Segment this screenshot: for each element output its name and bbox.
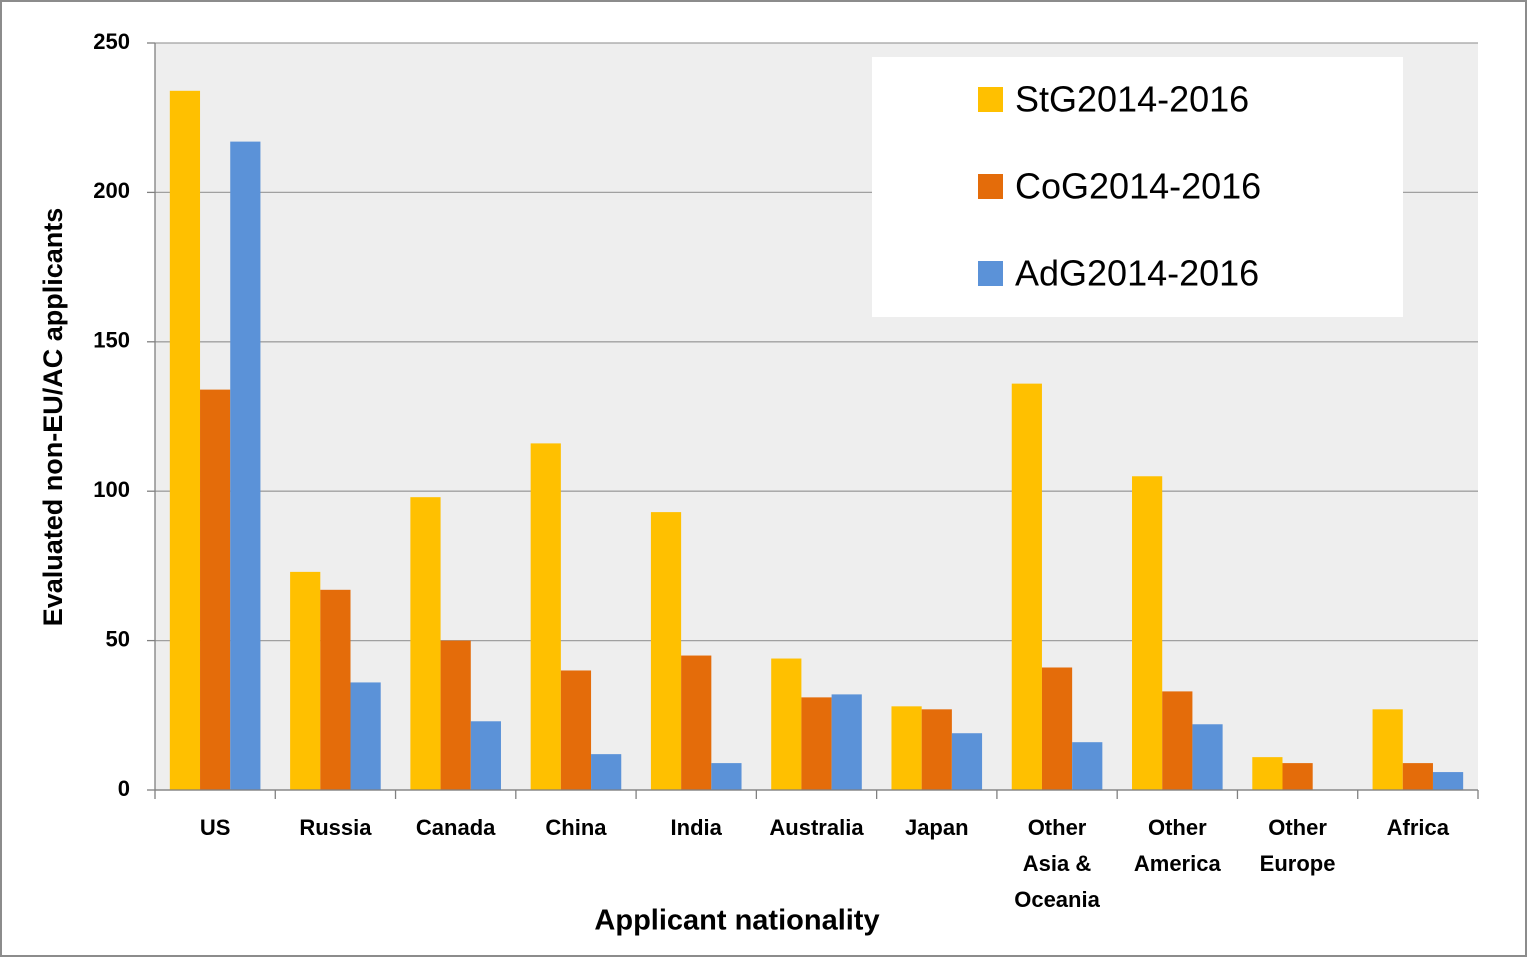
x-tick-label-box: Other Europe [1259, 815, 1336, 876]
x-axis-title: Applicant nationality [594, 905, 879, 937]
x-tick-label: Japan [904, 815, 969, 840]
legend-label: CoG2014-2016 [1015, 166, 1261, 207]
bar [169, 90, 201, 791]
bar [230, 141, 261, 790]
x-tick-label: Australia [769, 815, 864, 840]
x-tick-label-box: Japan [904, 815, 969, 840]
bar [1372, 709, 1403, 790]
bar [350, 682, 381, 790]
x-tick-label-box: Russia [299, 815, 372, 840]
x-tick-label: Other Europe [1259, 815, 1336, 876]
bar [1402, 763, 1433, 790]
y-tick-label: 0 [118, 776, 130, 801]
bar [650, 512, 682, 790]
y-tick-label: 250 [93, 29, 130, 54]
bar [200, 389, 231, 790]
bar [290, 571, 321, 790]
bar [771, 658, 802, 790]
x-tick-label: Africa [1386, 815, 1450, 840]
legend-label: StG2014-2016 [1015, 79, 1249, 120]
x-tick-label: Canada [415, 815, 496, 840]
bar [560, 670, 592, 790]
x-tick-label: Other America [1133, 815, 1221, 876]
bar [831, 694, 862, 790]
x-tick-label: Other Asia & Oceania [1014, 815, 1100, 912]
x-tick-label-box: Australia [769, 815, 864, 840]
legend-swatch [978, 174, 1003, 199]
x-tick-label-box: Africa [1386, 815, 1450, 840]
y-tick-label: 200 [93, 178, 130, 203]
bar [320, 589, 351, 790]
bar [951, 733, 983, 790]
x-tick-label-box: Other Asia & Oceania [1014, 815, 1100, 912]
legend-label: AdG2014-2016 [1015, 253, 1259, 294]
bar [711, 763, 742, 790]
bar [1432, 772, 1464, 790]
bar [1192, 724, 1223, 790]
bar [591, 754, 622, 790]
bar [440, 640, 471, 790]
y-tick-label: 100 [93, 477, 130, 502]
x-tick-label-box: China [545, 815, 607, 840]
legend-swatch [978, 87, 1003, 112]
bar [1132, 476, 1163, 790]
bar [530, 443, 561, 790]
bar [1162, 691, 1193, 790]
x-tick-label-box: India [670, 815, 722, 840]
bar [1282, 763, 1313, 790]
x-tick-label-box: US [199, 815, 231, 840]
y-tick-label: 150 [93, 328, 130, 353]
bar [681, 655, 712, 790]
x-tick-label: Russia [299, 815, 372, 840]
bar [1252, 757, 1283, 790]
x-tick-label: China [545, 815, 607, 840]
y-axis-title: Evaluated non-EU/AC applicants [38, 208, 68, 627]
bar [891, 706, 922, 790]
x-tick-label: US [199, 815, 231, 840]
bar [1072, 742, 1103, 790]
bar [1011, 383, 1042, 790]
bar [801, 697, 832, 790]
bar [1041, 667, 1073, 790]
y-tick-label: 50 [106, 626, 130, 651]
bar [921, 709, 952, 790]
bar [470, 721, 501, 790]
bar [410, 497, 441, 790]
legend-swatch [978, 261, 1003, 286]
legend-box [872, 57, 1403, 317]
x-tick-label: India [670, 815, 722, 840]
x-tick-label-box: Canada [415, 815, 496, 840]
x-tick-label-box: Other America [1133, 815, 1221, 876]
